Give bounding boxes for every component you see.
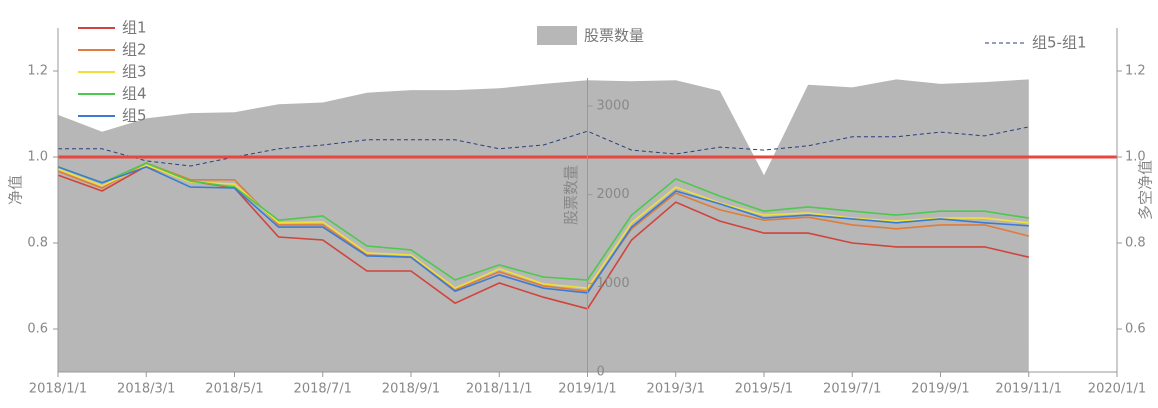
legend-swatch bbox=[537, 26, 577, 45]
x-tick-label: 2019/9/1 bbox=[911, 382, 969, 397]
legend-label: 组5 bbox=[122, 107, 147, 125]
y3-tick-label: 3000 bbox=[597, 99, 630, 114]
y3-axis-title: 股票数量 bbox=[562, 165, 580, 225]
line bbox=[57, 164, 1029, 290]
x-tick-label: 2019/3/1 bbox=[647, 382, 705, 397]
x-tick-label: 2018/7/1 bbox=[294, 382, 352, 397]
x-tick-label: 2018/1/1 bbox=[29, 382, 87, 397]
x-tick-label: 2020/1/1 bbox=[1088, 382, 1146, 397]
dashed-line bbox=[58, 126, 1029, 167]
x-tick-label: 2018/3/1 bbox=[117, 382, 175, 397]
y-tick-label: 1.2 bbox=[27, 64, 48, 79]
line bbox=[57, 166, 1029, 294]
legend-label: 组5-组1 bbox=[1032, 34, 1087, 52]
y3-tick-label: 0 bbox=[597, 365, 605, 380]
area bbox=[58, 79, 1029, 373]
y2-tick-label: 1.0 bbox=[1125, 150, 1146, 165]
x-tick-label: 2019/1/1 bbox=[558, 382, 616, 397]
y2-axis-title: 多空净值 bbox=[1137, 160, 1155, 220]
legend-label: 股票数量 bbox=[584, 27, 644, 45]
y2-tick-label: 1.2 bbox=[1125, 64, 1146, 79]
x-tick-label: 2019/7/1 bbox=[823, 382, 881, 397]
legend-label: 组2 bbox=[122, 41, 147, 59]
x-tick-label: 2018/11/1 bbox=[466, 382, 533, 397]
y2-tick-label: 0.6 bbox=[1125, 322, 1146, 337]
x-tick-label: 2019/11/1 bbox=[995, 382, 1062, 397]
y3-tick-label: 2000 bbox=[597, 187, 630, 202]
line bbox=[57, 162, 1029, 281]
x-tick-label: 2018/5/1 bbox=[205, 382, 263, 397]
x-tick-label: 2019/5/1 bbox=[735, 382, 793, 397]
y3-tick-label: 1000 bbox=[597, 276, 630, 291]
legend-label: 组4 bbox=[122, 85, 147, 103]
y-tick-label: 0.8 bbox=[27, 236, 48, 251]
y-axis-title: 净值 bbox=[7, 175, 25, 205]
y2-tick-label: 0.8 bbox=[1125, 236, 1146, 251]
line bbox=[57, 162, 1029, 293]
y-tick-label: 0.6 bbox=[27, 322, 48, 337]
y-tick-label: 1.0 bbox=[27, 150, 48, 165]
x-tick-label: 2018/9/1 bbox=[382, 382, 440, 397]
legend-label: 组1 bbox=[122, 19, 147, 37]
legend-label: 组3 bbox=[122, 63, 147, 81]
